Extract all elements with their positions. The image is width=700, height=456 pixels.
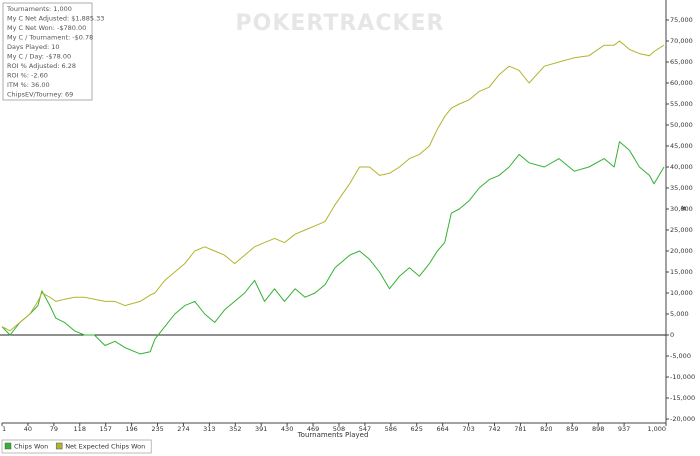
x-tick-label: 196 (125, 425, 137, 433)
y-tick-label: 5,000 (670, 310, 689, 318)
x-tick-label: 508 (333, 425, 345, 433)
legend-swatch (55, 442, 63, 450)
x-tick-label: 79 (50, 425, 58, 433)
x-tick-label: 352 (229, 425, 241, 433)
x-tick-label: 40 (24, 425, 32, 433)
x-tick-label: 157 (99, 425, 111, 433)
x-tick-label: 1,000 (647, 425, 666, 433)
y-tick-label: 40,000 (670, 163, 693, 171)
x-tick-label: 430 (281, 425, 293, 433)
y-tick-label: 70,000 (670, 37, 693, 45)
x-tick-label: 586 (385, 425, 397, 433)
x-tick-label: 235 (151, 425, 163, 433)
info-line: ROI %: -2.60 (7, 72, 48, 80)
y-tick-label: -15,000 (670, 394, 695, 402)
x-axis-title: Tournaments Played (297, 431, 369, 439)
x-tick-label: 547 (359, 425, 371, 433)
y-tick-label: 55,000 (670, 100, 693, 108)
legend-label: Net Expected Chips Won (65, 443, 145, 451)
series-line (1, 141, 665, 355)
y-tick-label: 10,000 (670, 289, 693, 297)
legend-label: Chips Won (14, 443, 48, 451)
series-line (1, 40, 665, 332)
y-tick-label: -5,000 (670, 352, 691, 360)
x-tick-label: 625 (411, 425, 423, 433)
x-tick-label: 118 (74, 425, 86, 433)
x-tick-label: 1 (2, 425, 6, 433)
info-line: Days Played: 10 (7, 43, 60, 51)
info-line: My C / Day: -$78.00 (7, 53, 71, 61)
x-tick-label: 664 (436, 425, 448, 433)
watermark: POKERTRACKER (236, 11, 445, 36)
info-box-frame (2, 2, 93, 101)
info-line: My C / Tournament: -$0.78 (7, 34, 93, 42)
y-tick-label: 75,000 (670, 16, 693, 24)
x-tick-label: 313 (203, 425, 215, 433)
info-line: ChipsEV/Tourney: 69 (7, 91, 73, 99)
x-tick-label: 898 (592, 425, 604, 433)
x-tick-label: 703 (462, 425, 474, 433)
y-tick-label: 20,000 (670, 247, 693, 255)
info-line: Tournaments: 1,000 (6, 5, 72, 13)
legend-frame (1, 439, 152, 454)
y-tick-label: 60,000 (670, 79, 693, 87)
x-tick-label: 820 (540, 425, 552, 433)
info-line: My C Net Adjusted: $1,885.33 (7, 15, 104, 23)
y-tick-label: 30,000 (670, 205, 693, 213)
x-tick-label: 781 (514, 425, 526, 433)
y-tick-label: 65,000 (670, 58, 693, 66)
y-tick-label: 35,000 (670, 184, 693, 192)
y-tick-label: 45,000 (670, 142, 693, 150)
x-tick-label: 469 (307, 425, 319, 433)
info-box: Tournaments: 1,000 My C Net Adjusted: $1,… (2, 2, 104, 101)
y-tick-label: 25,000 (670, 226, 693, 234)
y-axis-title: # (680, 205, 688, 211)
y-tick-label: 50,000 (670, 121, 693, 129)
y-tick-label: 15,000 (670, 268, 693, 276)
x-tick-label: 274 (177, 425, 189, 433)
y-tick-label: -20,000 (670, 415, 695, 423)
x-tick-label: 859 (566, 425, 578, 433)
info-line: ROI % Adjusted: 6.28 (7, 62, 76, 70)
y-tick-label: -10,000 (670, 373, 695, 381)
x-tick-label: 937 (618, 425, 630, 433)
x-tick-label: 742 (488, 425, 500, 433)
info-line: My C Net Won: -$780.00 (7, 24, 86, 32)
y-tick-label: 0 (670, 331, 674, 339)
info-line: ITM %: 36.00 (7, 81, 50, 89)
x-tick-label: 391 (255, 425, 267, 433)
legend-swatch (4, 442, 12, 450)
